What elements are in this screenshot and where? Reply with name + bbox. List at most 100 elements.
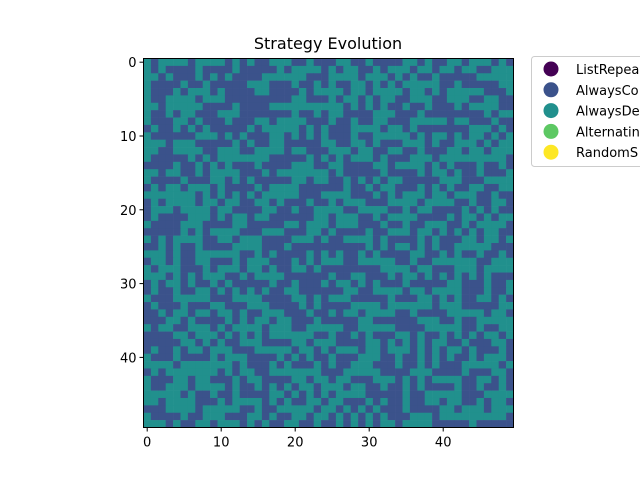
- heatmap-cell: [350, 420, 359, 428]
- heatmap-cell: [195, 235, 203, 244]
- heatmap-cell: [358, 139, 366, 148]
- heatmap-cell: [380, 353, 388, 362]
- heatmap-cell: [210, 397, 218, 406]
- heatmap-cell: [498, 161, 507, 170]
- heatmap-cell: [195, 58, 203, 67]
- heatmap-cell: [476, 316, 485, 325]
- heatmap-cell: [439, 176, 448, 185]
- heatmap-cell: [395, 183, 403, 192]
- heatmap-cell: [365, 117, 374, 126]
- heatmap-cell: [150, 220, 159, 229]
- heatmap-cell: [498, 213, 507, 222]
- heatmap-cell: [395, 412, 403, 421]
- heatmap-cell: [284, 213, 292, 222]
- heatmap-cell: [306, 95, 314, 104]
- heatmap-cell: [180, 316, 189, 325]
- heatmap-cell: [335, 198, 344, 207]
- heatmap-cell: [261, 132, 270, 140]
- heatmap-cell: [365, 279, 374, 288]
- heatmap-cell: [402, 405, 411, 414]
- heatmap-cell: [432, 58, 440, 67]
- heatmap-cell: [446, 405, 455, 414]
- heatmap-cell: [424, 331, 433, 340]
- heatmap-cell: [202, 361, 211, 369]
- heatmap-cell: [491, 265, 499, 273]
- heatmap-cell: [483, 287, 492, 295]
- heatmap-cell: [328, 169, 337, 177]
- heatmap-cell: [432, 361, 440, 369]
- heatmap-cell: [439, 169, 448, 177]
- heatmap-cell: [284, 58, 292, 67]
- heatmap-cell: [298, 198, 307, 207]
- heatmap-cell: [202, 58, 211, 67]
- heatmap-cell: [476, 102, 485, 111]
- heatmap-cell: [432, 383, 440, 391]
- heatmap-cell: [506, 213, 514, 222]
- heatmap-cell: [506, 65, 514, 74]
- heatmap-cell: [150, 139, 159, 148]
- heatmap-cell: [232, 191, 240, 200]
- heatmap-cell: [343, 346, 351, 354]
- heatmap-cell: [195, 88, 203, 96]
- heatmap-cell: [402, 220, 411, 229]
- heatmap-cell: [365, 250, 374, 259]
- heatmap-cell: [180, 198, 189, 207]
- heatmap-cell: [276, 102, 285, 111]
- heatmap-cell: [424, 124, 433, 133]
- heatmap-cell: [380, 80, 388, 89]
- heatmap-cell: [269, 102, 277, 111]
- heatmap-cell: [291, 139, 300, 148]
- heatmap-cell: [173, 110, 181, 118]
- heatmap-cell: [372, 243, 381, 251]
- heatmap-cell: [239, 65, 248, 74]
- heatmap-cell: [483, 420, 492, 428]
- heatmap-cell: [358, 375, 366, 384]
- heatmap-cell: [173, 88, 181, 96]
- heatmap-cell: [469, 220, 477, 229]
- heatmap-cell: [328, 272, 337, 281]
- heatmap-cell: [328, 405, 337, 414]
- heatmap-cell: [261, 228, 270, 236]
- heatmap-cell: [195, 220, 203, 229]
- heatmap-cell: [402, 316, 411, 325]
- heatmap-cell: [335, 132, 344, 140]
- heatmap-cell: [469, 235, 477, 244]
- heatmap-cell: [328, 383, 337, 391]
- heatmap-cell: [439, 316, 448, 325]
- heatmap-cell: [498, 316, 507, 325]
- heatmap-cell: [321, 375, 329, 384]
- heatmap-cell: [239, 302, 248, 310]
- heatmap-cell: [350, 117, 359, 126]
- heatmap-cell: [187, 353, 196, 362]
- heatmap-cell: [313, 279, 322, 288]
- heatmap-cell: [158, 243, 166, 251]
- heatmap-cell: [387, 102, 396, 111]
- heatmap-cell: [202, 272, 211, 281]
- heatmap-cell: [291, 198, 300, 207]
- heatmap-cell: [380, 169, 388, 177]
- heatmap-cell: [232, 102, 240, 111]
- heatmap-cell: [247, 176, 255, 185]
- heatmap-cell: [269, 169, 277, 177]
- heatmap-cell: [387, 375, 396, 384]
- heatmap-cell: [224, 390, 233, 399]
- heatmap-cell: [402, 383, 411, 391]
- heatmap-cell: [187, 346, 196, 354]
- heatmap-cell: [254, 243, 263, 251]
- heatmap-cell: [187, 368, 196, 377]
- heatmap-cell: [239, 353, 248, 362]
- heatmap-cell: [187, 176, 196, 185]
- heatmap-cell: [210, 169, 218, 177]
- heatmap-cell: [239, 183, 248, 192]
- heatmap-cell: [187, 331, 196, 340]
- x-tick-label: 40: [435, 436, 452, 451]
- heatmap-cell: [150, 331, 159, 340]
- heatmap-cell: [254, 257, 263, 266]
- heatmap-cell: [432, 228, 440, 236]
- heatmap-cell: [387, 124, 396, 133]
- heatmap-cell: [173, 220, 181, 229]
- heatmap-cell: [491, 338, 499, 347]
- heatmap-cell: [387, 183, 396, 192]
- heatmap-cell: [491, 228, 499, 236]
- heatmap-cell: [247, 390, 255, 399]
